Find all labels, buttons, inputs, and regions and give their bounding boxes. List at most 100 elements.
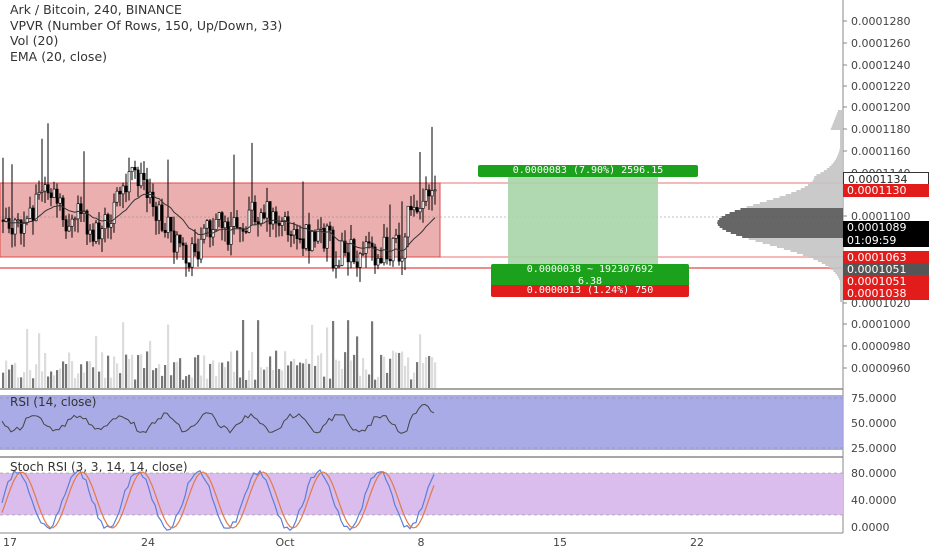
volume-bar [341, 368, 344, 388]
volume-bar [32, 378, 35, 388]
volume-bar [143, 368, 146, 388]
volume-bar [407, 357, 410, 388]
price-tick-label: 0.0001260 [851, 37, 911, 50]
candle-body [175, 234, 179, 253]
volume-bar [125, 354, 128, 388]
price-tick-label: 0.0001280 [851, 15, 911, 28]
volume-bar [17, 377, 20, 388]
volume-bar [278, 369, 281, 388]
candle-body [421, 200, 425, 209]
vpvr-bar [828, 266, 843, 268]
candle-body [322, 227, 326, 249]
chart-legend: Ark / Bitcoin, 240, BINANCE VPVR (Number… [10, 2, 282, 64]
vpvr-bar [717, 224, 843, 226]
vpvr-bar [729, 212, 843, 214]
volume-bar [89, 361, 92, 388]
vpvr-bar [783, 248, 843, 250]
volume-bar [353, 354, 356, 388]
candle-body [91, 229, 95, 242]
vpvr-bar [836, 156, 843, 158]
vpvr-bar [840, 298, 843, 300]
candle-body [301, 238, 305, 249]
candle-body [277, 222, 281, 226]
position-middle-label[interactable]: 0.0000038 ~ 192307692 6.38 [491, 264, 689, 288]
candle-body [223, 221, 227, 229]
volume-bar [302, 363, 305, 388]
volume-bar [35, 364, 38, 388]
volume-bar [152, 370, 155, 388]
vpvr-bar [740, 208, 843, 210]
vpvr-bar [790, 250, 843, 252]
volume-bar [95, 336, 98, 388]
vpvr-bar [825, 264, 843, 266]
volume-bar [362, 357, 365, 388]
target-label[interactable]: 0.0000083 (7.90%) 2596.15 [478, 165, 698, 177]
volume-bar [428, 355, 431, 388]
vpvr-bar [833, 122, 843, 124]
volume-bar [50, 371, 53, 388]
candle-body [373, 246, 377, 266]
candle-body [226, 221, 230, 245]
vpvr-bar [834, 118, 843, 120]
vpvr-bar [837, 112, 843, 114]
candle-body [217, 212, 221, 220]
vpvr-bar [755, 240, 843, 242]
candle-body [19, 219, 23, 234]
volume-bar [272, 369, 275, 388]
volume-bar [224, 367, 227, 388]
candle-body [151, 191, 155, 207]
volume-bar [356, 336, 359, 388]
volume-bar [182, 379, 185, 388]
vpvr-bar [804, 186, 843, 188]
price-label-entry: 0.0001051 [843, 263, 929, 276]
candle-body [418, 208, 422, 213]
stoch-tick-label: 80.0000 [851, 467, 897, 480]
candle-body [298, 238, 302, 241]
volume-bar [71, 361, 74, 388]
stop-label[interactable]: 0.0000013 (1.24%) 750 [491, 285, 689, 297]
vpvr-bar [840, 280, 843, 282]
ema-legend: EMA (20, close) [10, 48, 108, 64]
volume-bar [320, 353, 323, 388]
candle-body [46, 184, 50, 194]
candle-body [289, 234, 293, 236]
candle-body [259, 212, 263, 225]
vpvr-bar [722, 228, 843, 230]
price-tick-label: 0.0001160 [851, 145, 911, 158]
candle-body [16, 219, 20, 222]
volume-bar [92, 367, 95, 388]
volume-bar [134, 379, 137, 388]
candle-body [136, 169, 140, 187]
rsi-title: RSI (14, close) [10, 395, 97, 409]
target-zone [508, 177, 658, 268]
vpvr-bar [840, 134, 843, 136]
volume-bar [323, 376, 326, 388]
volume-bar [236, 350, 239, 388]
volume-bar [167, 324, 170, 388]
volume-bar [254, 379, 257, 388]
time-tick-label: 22 [690, 536, 704, 549]
volume-bar [359, 375, 362, 388]
price-tick-label: 0.0000960 [851, 362, 911, 375]
candle-body [193, 243, 197, 253]
vpvr-bar [839, 148, 843, 150]
volume-bar [164, 365, 167, 388]
candle-body [121, 185, 125, 195]
price-label-last: 0.0001089 [843, 221, 929, 234]
time-tick-label: 8 [418, 536, 425, 549]
vpvr-bar [838, 152, 843, 154]
vpvr-bar [840, 294, 843, 296]
candle-body [100, 228, 104, 240]
candle-body [205, 220, 209, 229]
volume-bar [368, 374, 371, 388]
vpvr-bar [817, 260, 843, 262]
candle-body [79, 203, 83, 214]
vpvr-bar [840, 290, 843, 292]
vpvr-bar [796, 252, 843, 254]
volume-bar [269, 356, 272, 388]
vpvr-bar [812, 180, 843, 182]
volume-bar [38, 333, 41, 388]
candle-body [145, 179, 149, 198]
volume-bar [212, 360, 215, 388]
